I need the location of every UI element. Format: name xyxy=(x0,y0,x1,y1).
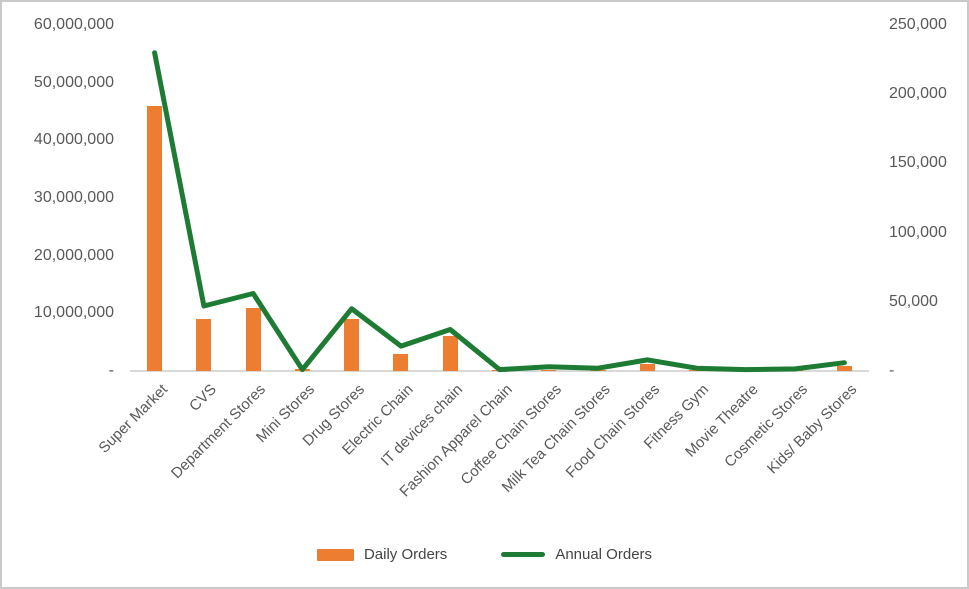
left-axis-tick: 10,000,000 xyxy=(33,304,114,322)
right-axis-tick: 150,000 xyxy=(889,154,947,172)
left-axis-tick: 50,000,000 xyxy=(33,73,114,91)
daily-orders-bar xyxy=(590,369,606,371)
annual-orders-swatch-icon xyxy=(501,552,546,557)
daily-orders-bar xyxy=(836,365,852,371)
daily-orders-bar xyxy=(689,370,705,372)
left-axis-tick: 60,000,000 xyxy=(33,16,114,33)
legend-item-annual-orders: Annual Orders xyxy=(501,546,652,563)
daily-orders-bar xyxy=(639,364,655,371)
daily-orders-bar xyxy=(442,336,458,371)
daily-orders-bar xyxy=(344,319,360,371)
daily-orders-bar xyxy=(147,105,163,371)
x-axis-label: CVS xyxy=(186,381,220,415)
daily-orders-bar xyxy=(294,369,310,371)
legend-label-daily-orders: Daily Orders xyxy=(363,546,448,563)
left-axis-tick: - xyxy=(108,362,114,379)
left-axis-tick: 40,000,000 xyxy=(33,131,114,149)
legend: Daily Orders Annual Orders xyxy=(2,546,967,563)
x-axis-label: Super Market xyxy=(94,381,171,457)
right-axis-tick: - xyxy=(889,362,895,379)
daily-orders-bar xyxy=(738,370,754,372)
legend-label-annual-orders: Annual Orders xyxy=(555,546,653,563)
daily-orders-bar xyxy=(245,307,261,371)
daily-orders-swatch-icon xyxy=(316,548,354,561)
daily-orders-bar xyxy=(541,369,557,371)
left-axis-tick: 30,000,000 xyxy=(33,189,114,206)
daily-orders-bar xyxy=(787,370,803,372)
daily-orders-bar xyxy=(196,319,212,371)
right-axis-tick: 200,000 xyxy=(889,85,947,103)
x-axis-label: Kids/ Baby Stores xyxy=(764,381,861,478)
right-axis-tick: 250,000 xyxy=(889,16,947,33)
daily-orders-bar xyxy=(492,370,507,372)
left-axis-tick: 20,000,000 xyxy=(33,246,114,264)
daily-orders-bar xyxy=(393,353,409,371)
right-axis-tick: 100,000 xyxy=(889,223,947,241)
right-axis-tick: 50,000 xyxy=(889,292,938,310)
legend-item-daily-orders: Daily Orders xyxy=(316,546,448,563)
